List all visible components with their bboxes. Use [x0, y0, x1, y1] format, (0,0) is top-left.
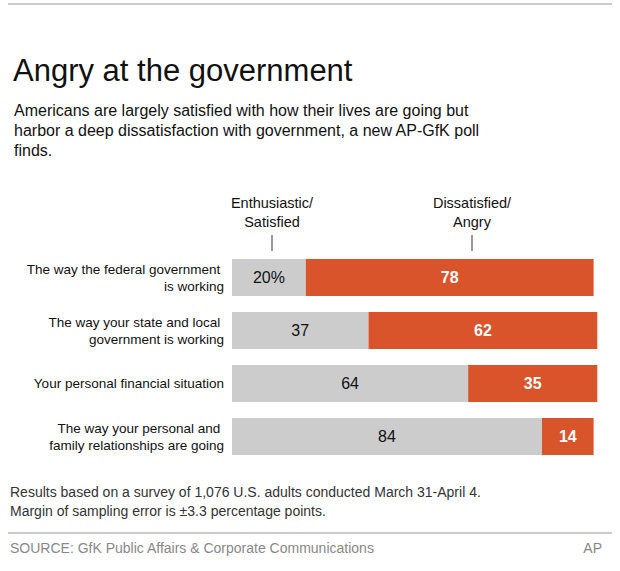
- svg-text:government is working: government is working: [89, 332, 224, 347]
- svg-text:is working: is working: [164, 279, 224, 294]
- svg-text:14: 14: [559, 428, 577, 445]
- svg-text:Angry: Angry: [453, 214, 492, 230]
- svg-text:The way the federal government: The way the federal government: [27, 262, 224, 277]
- svg-text:The way your state and local: The way your state and local: [48, 315, 224, 330]
- svg-text:Dissatisfied/: Dissatisfied/: [433, 195, 512, 211]
- svg-text:35: 35: [524, 375, 542, 392]
- svg-text:AP: AP: [583, 540, 602, 556]
- svg-text:20%: 20%: [253, 269, 285, 286]
- svg-text:family relationships are going: family relationships are going: [49, 438, 224, 453]
- svg-text:Satisfied: Satisfied: [244, 214, 300, 230]
- svg-text:SOURCE: GfK Public Affairs & C: SOURCE: GfK Public Affairs & Corporate C…: [10, 540, 374, 556]
- svg-text:harbor a deep dissatisfaction: harbor a deep dissatisfaction with gover…: [14, 122, 484, 139]
- svg-text:The way your personal and: The way your personal and: [57, 421, 224, 436]
- svg-text:finds.: finds.: [14, 142, 52, 159]
- svg-text:84: 84: [378, 428, 396, 445]
- svg-text:37: 37: [291, 322, 309, 339]
- svg-text:78: 78: [441, 269, 459, 286]
- svg-text:Angry at the government: Angry at the government: [13, 53, 353, 88]
- svg-text:Your personal financial situat: Your personal financial situation: [34, 376, 224, 391]
- svg-text:64: 64: [341, 375, 359, 392]
- svg-text:62: 62: [474, 322, 492, 339]
- svg-text:Enthusiastic/: Enthusiastic/: [231, 195, 314, 211]
- svg-text:Americans are largely satisfie: Americans are largely satisfied with how…: [14, 102, 473, 119]
- svg-text:Results based on a survey of 1: Results based on a survey of 1,076 U.S. …: [10, 484, 485, 500]
- svg-text:Margin of sampling error is ±3: Margin of sampling error is ±3.3 percent…: [10, 503, 326, 519]
